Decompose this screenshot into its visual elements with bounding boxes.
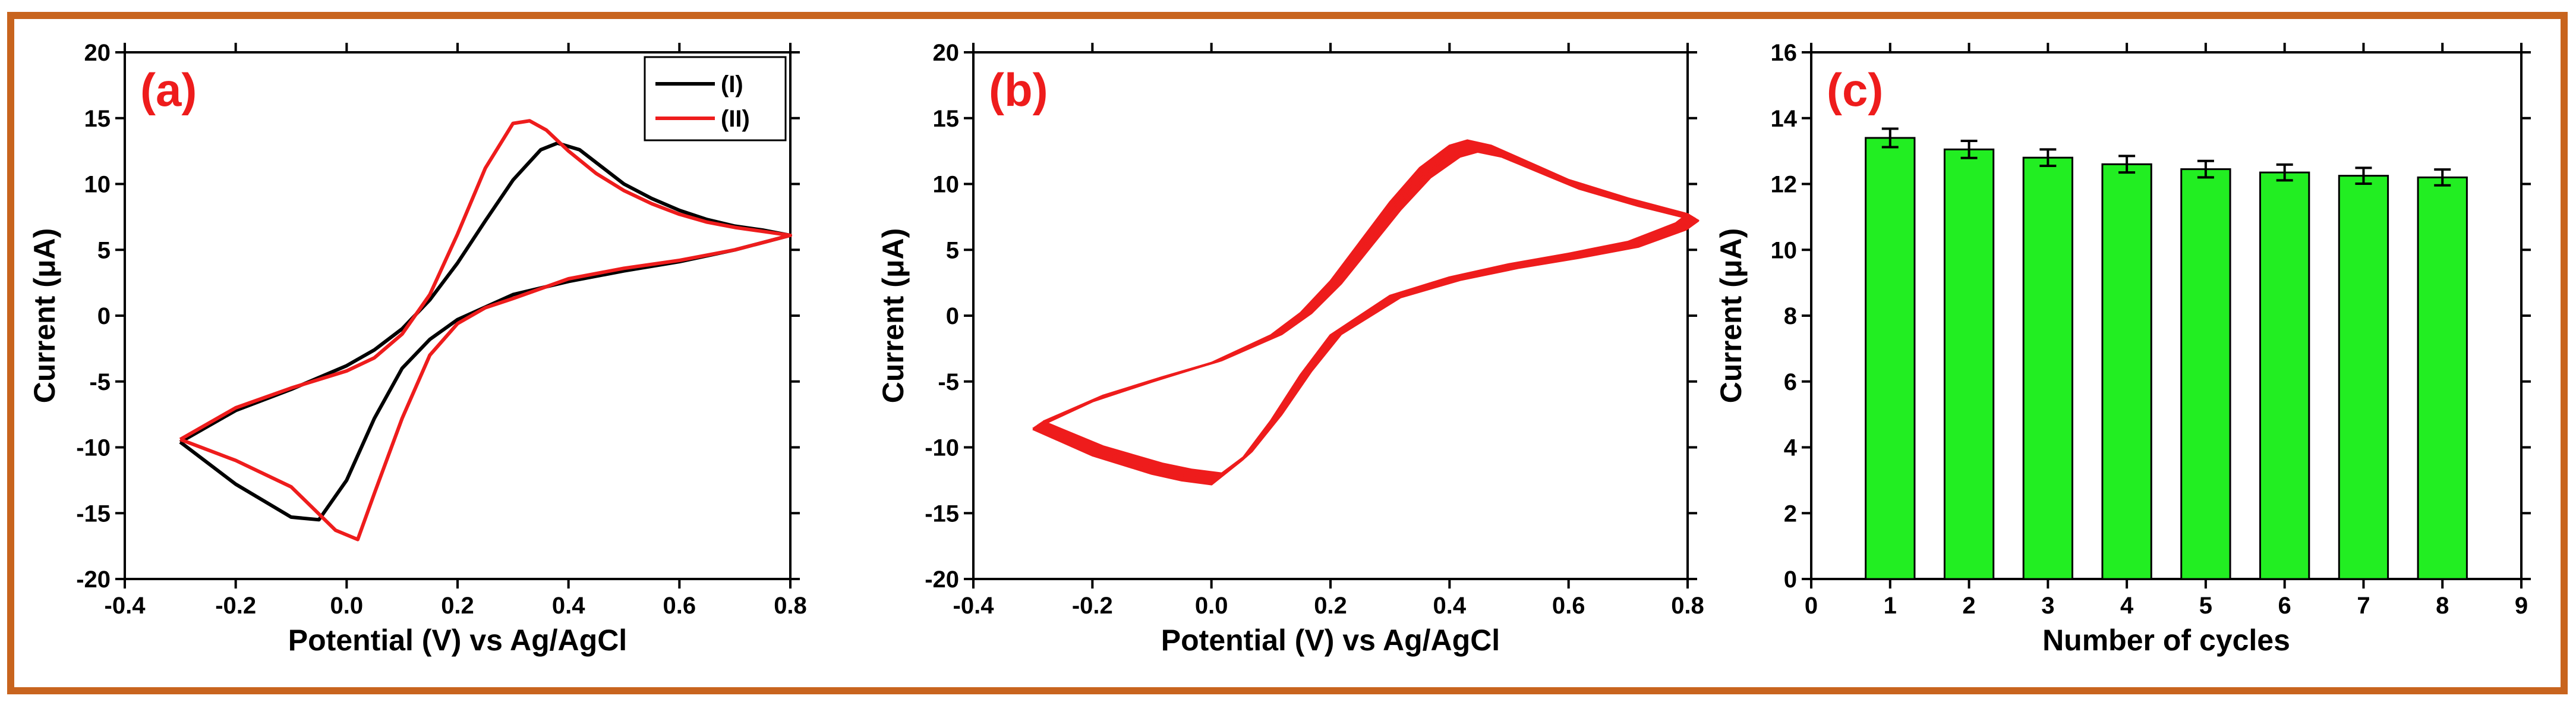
panel-a-chart: -0.4 -0.2 0.0 0.2 0.4 0.6 0.8 -20 -15 -10 -5 0 5 10 15… [28,40,807,657]
y-tick-label: 5 [946,237,959,263]
bar-cycle-1 [1865,137,1916,580]
y-tick-label: 8 [1784,303,1797,329]
cv-series-line-2 [179,119,792,542]
x-tick-label: 4 [2120,593,2134,619]
y-tick-label: 15 [933,106,960,132]
bar-cycle-4 [2101,163,2152,580]
x-axis-label: Potential (V) vs Ag/AgCl [1161,624,1500,657]
y-tick-label: 10 [933,172,960,198]
y-tick-label: 12 [1771,172,1798,198]
y-axis-label: Current (μA) [876,228,910,403]
x-tick-label: 1 [1884,593,1897,619]
y-tick-label: -5 [89,369,111,395]
x-tick-label: -0.4 [953,593,995,619]
panel-label-c: (c) [1827,64,1883,116]
y-tick-label: 14 [1771,106,1798,132]
panel-label-b: (b) [989,64,1048,116]
cv-cycle-line-8 [1042,150,1700,475]
y-tick-label: 15 [84,106,111,132]
y-tick-label: 0 [1784,567,1797,593]
x-tick-label: 0.2 [441,593,474,619]
x-tick-label: 0.4 [552,593,585,619]
x-tick-label: 6 [2278,593,2291,619]
panel-b-chart: -0.4 -0.2 0.0 0.2 0.4 0.6 0.8 -20 -15 -10 -5 0 5 10 15… [876,40,1704,657]
y-tick-label: 4 [1784,435,1798,461]
x-tick-label: 3 [2041,593,2054,619]
y-tick-label: -20 [76,567,111,593]
bar-cycle-7 [2338,175,2389,580]
x-tick-label: 0.8 [1671,593,1704,619]
bar-cycle-8 [2417,176,2468,580]
y-tick-label: -15 [76,501,111,527]
y-tick-label: 16 [1771,40,1798,66]
x-tick-label: 0.8 [774,593,807,619]
y-tick-label: 20 [933,40,960,66]
x-tick-label: 0.0 [1195,593,1228,619]
y-tick-label: -10 [76,435,111,461]
y-tick-label: 10 [84,172,111,198]
bar-cycle-3 [2022,156,2073,580]
x-tick-label: -0.2 [215,593,256,619]
bar-cycle-6 [2259,171,2310,580]
y-tick-label: 6 [1784,369,1797,395]
y-tick-label: -10 [925,435,959,461]
x-axis-label: Number of cycles [2042,624,2290,657]
legend-box [644,56,787,141]
x-tick-label: -0.2 [1072,593,1113,619]
x-tick-label: 8 [2436,593,2449,619]
x-tick-label: 0 [1805,593,1818,619]
y-axis-label: Current (μA) [28,228,61,403]
y-tick-label: -20 [925,567,959,593]
y-tick-label: 20 [84,40,111,66]
y-tick-label: -5 [938,369,959,395]
bar-cycle-5 [2180,168,2231,580]
y-tick-label: 0 [97,303,111,329]
legend-entry-label: (II) [721,106,750,132]
legend-entry-label: (I) [721,71,743,97]
x-axis-label: Potential (V) vs Ag/AgCl [288,624,627,657]
y-tick-label: 10 [1771,237,1798,263]
y-tick-label: 0 [946,303,959,329]
y-tick-label: 5 [97,237,111,263]
panel-label-a: (a) [140,64,197,116]
x-tick-label: 7 [2357,593,2370,619]
y-tick-label: -15 [925,501,959,527]
y-tick-label: 2 [1784,501,1797,527]
x-tick-label: 5 [2199,593,2212,619]
x-tick-label: 0.6 [1552,593,1585,619]
bar-cycle-2 [1943,148,1995,580]
x-tick-label: 2 [1962,593,1975,619]
x-tick-label: 0.4 [1433,593,1467,619]
x-tick-label: 0.2 [1314,593,1347,619]
x-tick-label: 9 [2515,593,2528,619]
x-tick-label: 0.6 [663,593,696,619]
x-tick-label: -0.4 [105,593,146,619]
y-axis-label: Current (μA) [1714,228,1748,403]
x-tick-label: 0.0 [330,593,364,619]
